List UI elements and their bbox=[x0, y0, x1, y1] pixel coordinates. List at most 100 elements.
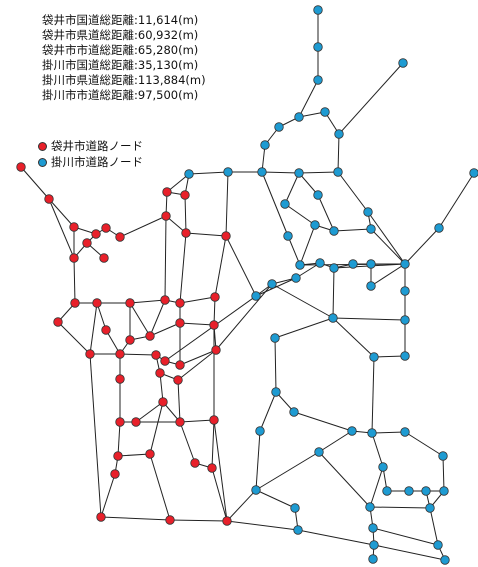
road-edge bbox=[442, 455, 445, 492]
road-edge bbox=[166, 173, 190, 193]
road-edge bbox=[404, 431, 444, 457]
road-edge bbox=[255, 451, 320, 491]
fukuroi-road-node bbox=[209, 415, 219, 425]
kakegawa-road-node bbox=[433, 540, 443, 550]
kakegawa-road-node bbox=[274, 122, 284, 132]
kakegawa-road-node bbox=[366, 281, 376, 291]
fukuroi-road-node bbox=[92, 298, 102, 308]
road-edge bbox=[255, 489, 296, 509]
kakegawa-road-node bbox=[283, 231, 293, 241]
fukuroi-road-node bbox=[162, 187, 172, 197]
fukuroi-road-node bbox=[161, 211, 171, 221]
fukuroi-road-node bbox=[221, 231, 231, 241]
fukuroi-road-node bbox=[101, 223, 111, 233]
road-edge bbox=[261, 171, 300, 174]
road-edge bbox=[371, 431, 406, 434]
kakegawa-road-node bbox=[469, 168, 478, 178]
kakegawa-road-node bbox=[313, 5, 323, 15]
kakegawa-road-node bbox=[294, 112, 304, 122]
road-edge bbox=[333, 228, 372, 232]
kakegawa-road-node bbox=[314, 447, 324, 457]
stat-value: 11,614(m) bbox=[137, 13, 199, 27]
road-edge bbox=[179, 296, 216, 304]
legend-label: 袋井市道路ノード bbox=[51, 139, 143, 153]
road-edge bbox=[373, 355, 406, 358]
blue-node-marker-icon bbox=[38, 157, 47, 167]
fukuroi-road-node bbox=[101, 325, 111, 335]
legend-item-kakegawa: 掛川市道路ノード bbox=[38, 154, 143, 170]
kakegawa-road-node bbox=[294, 168, 304, 178]
road-edge bbox=[337, 133, 340, 173]
road-edge bbox=[293, 411, 353, 432]
road-edge bbox=[188, 171, 229, 175]
stat-label: 袋井市市道総距離 bbox=[42, 43, 134, 57]
road-edge bbox=[337, 171, 369, 213]
road-edge bbox=[159, 372, 164, 403]
kakegawa-road-node bbox=[251, 291, 261, 301]
kakegawa-road-node bbox=[438, 451, 448, 461]
fukuroi-road-node bbox=[173, 375, 183, 385]
stat-value: 35,130(m) bbox=[137, 58, 199, 72]
stat-label: 袋井市県道総距離 bbox=[42, 28, 134, 42]
stat-value: 113,884(m) bbox=[137, 73, 206, 87]
road-edge bbox=[89, 353, 102, 518]
road-edge bbox=[284, 172, 300, 205]
road-edge bbox=[255, 277, 297, 297]
stat-label: 掛川市県道総距離 bbox=[42, 73, 134, 87]
kakegawa-road-node bbox=[404, 486, 414, 496]
fukuroi-road-node bbox=[210, 292, 220, 302]
stat-row: 掛川市県道総距離:113,884(m) bbox=[42, 73, 206, 87]
road-edge bbox=[271, 283, 334, 319]
road-edge bbox=[117, 453, 151, 457]
fukuroi-road-node bbox=[175, 417, 185, 427]
road-edge bbox=[149, 322, 181, 337]
kakegawa-road-node bbox=[368, 554, 378, 564]
kakegawa-road-node bbox=[223, 167, 233, 177]
kakegawa-road-node bbox=[257, 167, 267, 177]
kakegawa-road-node bbox=[382, 486, 392, 496]
road-edge bbox=[100, 516, 171, 521]
fukuroi-road-node bbox=[190, 458, 200, 468]
road-edge bbox=[298, 172, 319, 196]
road-edge bbox=[211, 419, 215, 469]
kakegawa-road-node bbox=[289, 407, 299, 417]
road-edge bbox=[179, 349, 217, 366]
road-edge bbox=[184, 194, 187, 234]
kakegawa-road-node bbox=[367, 428, 377, 438]
kakegawa-road-node bbox=[378, 462, 388, 472]
stat-row: 掛川市市道総距離:97,500(m) bbox=[42, 88, 199, 102]
road-edge bbox=[318, 451, 371, 508]
kakegawa-road-node bbox=[398, 58, 408, 68]
road-edge bbox=[226, 489, 257, 522]
kakegawa-road-node bbox=[329, 263, 339, 273]
kakegawa-road-node bbox=[440, 555, 450, 565]
road-edge bbox=[169, 519, 228, 522]
road-edges bbox=[20, 10, 475, 561]
fukuroi-road-node bbox=[209, 320, 219, 330]
legend-item-fukuroi: 袋井市道路ノード bbox=[38, 138, 143, 154]
stat-label: 掛川市市道総距離 bbox=[42, 88, 134, 102]
fukuroi-road-node bbox=[53, 317, 63, 327]
legend-label: 掛川市道路ノード bbox=[51, 155, 143, 169]
road-edge bbox=[298, 79, 319, 118]
stat-value: 65,280(m) bbox=[137, 43, 199, 57]
fukuroi-road-node bbox=[115, 417, 125, 427]
stat-value: 60,932(m) bbox=[137, 28, 199, 42]
road-edge bbox=[211, 467, 228, 522]
fukuroi-road-node bbox=[211, 345, 221, 355]
fukuroi-road-node bbox=[115, 349, 125, 359]
road-edge bbox=[214, 235, 227, 298]
road-edge bbox=[438, 172, 475, 229]
kakegawa-road-node bbox=[425, 503, 435, 513]
kakegawa-road-node bbox=[369, 352, 379, 362]
kakegawa-road-node bbox=[293, 525, 303, 535]
road-edge bbox=[297, 529, 375, 546]
stat-label: 袋井市国道総距離 bbox=[42, 13, 134, 27]
road-edge bbox=[369, 506, 431, 509]
kakegawa-road-node bbox=[365, 502, 375, 512]
fukuroi-road-node bbox=[160, 356, 170, 366]
kakegawa-road-node bbox=[251, 485, 261, 495]
road-edge bbox=[318, 430, 353, 453]
road-edge bbox=[371, 356, 375, 434]
